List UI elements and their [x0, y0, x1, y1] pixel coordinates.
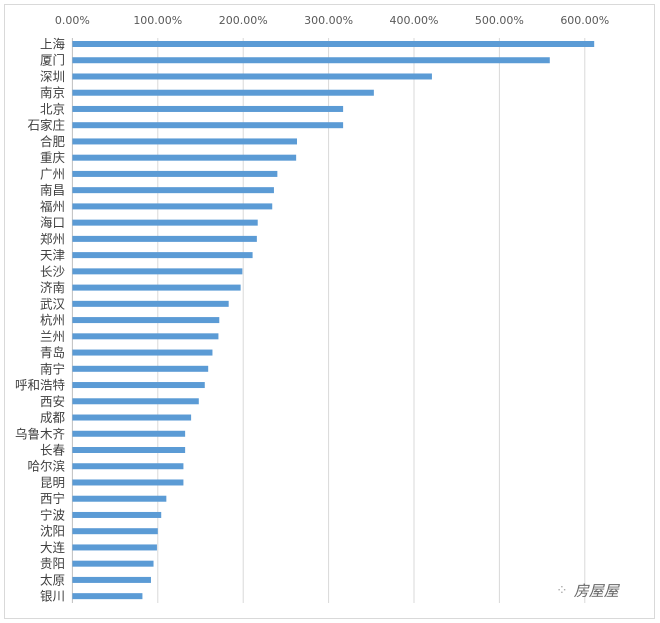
category-label: 宁波 — [40, 507, 66, 522]
category-label: 银川 — [40, 589, 65, 604]
bar-大连 — [72, 544, 157, 551]
bar-长春 — [72, 447, 186, 453]
bar-上海 — [72, 41, 595, 47]
x-tick-label: 200.00% — [219, 14, 268, 27]
bar-长沙 — [72, 268, 243, 275]
category-label: 昆明 — [40, 475, 65, 490]
category-label: 贵阳 — [40, 556, 65, 571]
category-label: 沈阳 — [40, 524, 65, 539]
category-label: 哈尔滨 — [27, 459, 65, 474]
category-label: 福州 — [40, 199, 65, 214]
category-label: 青岛 — [40, 345, 65, 360]
category-label: 广州 — [40, 166, 65, 181]
bar-太原 — [72, 576, 151, 583]
category-label: 南昌 — [40, 183, 65, 198]
category-label: 南京 — [40, 85, 65, 100]
bar-西宁 — [72, 495, 167, 502]
bar-广州 — [72, 170, 278, 177]
bar-兰州 — [72, 333, 219, 340]
category-label: 天津 — [40, 248, 65, 263]
category-label: 南宁 — [40, 361, 65, 376]
bar-昆明 — [72, 479, 184, 486]
category-label: 合肥 — [40, 134, 66, 149]
category-label: 乌鲁木齐 — [15, 426, 66, 441]
x-tick-label: 100.00% — [133, 14, 182, 27]
bar-南宁 — [72, 365, 209, 372]
category-label: 济南 — [40, 280, 65, 295]
category-label: 杭州 — [40, 313, 65, 328]
x-tick-label: 500.00% — [475, 14, 524, 27]
bar-北京 — [72, 105, 344, 112]
category-label: 大连 — [40, 540, 66, 555]
bar-宁波 — [72, 511, 162, 518]
category-label: 长沙 — [40, 264, 66, 279]
bar-杭州 — [72, 317, 220, 324]
x-tick-label: 400.00% — [390, 14, 439, 27]
bar-武汉 — [72, 300, 229, 307]
bar-沈阳 — [72, 528, 158, 535]
category-label: 上海 — [40, 37, 66, 52]
category-label: 郑州 — [40, 231, 65, 246]
category-label: 武汉 — [40, 296, 66, 311]
bar-石家庄 — [72, 122, 344, 129]
category-label: 深圳 — [40, 69, 65, 84]
category-label: 石家庄 — [27, 118, 65, 133]
category-label: 厦门 — [40, 53, 65, 68]
bar-乌鲁木齐 — [72, 430, 186, 437]
x-tick-label: 600.00% — [560, 14, 609, 27]
bar-西安 — [72, 398, 199, 405]
watermark: ⁘ 房屋屋 — [556, 580, 619, 601]
bar-合肥 — [72, 138, 298, 145]
bar-贵阳 — [72, 560, 154, 567]
watermark-text: 房屋屋 — [573, 582, 619, 600]
bar-厦门 — [72, 57, 550, 64]
chart-frame — [4, 4, 655, 619]
bar-哈尔滨 — [72, 463, 184, 470]
category-label: 西安 — [40, 394, 65, 409]
x-tick-label: 300.00% — [304, 14, 353, 27]
x-tick-label: 0.00% — [55, 14, 90, 27]
category-label: 呼和浩特 — [15, 378, 65, 393]
category-label: 西宁 — [40, 491, 65, 506]
bar-济南 — [72, 284, 241, 291]
category-label: 兰州 — [40, 329, 65, 344]
bar-南京 — [72, 89, 374, 96]
category-label: 北京 — [40, 101, 65, 116]
bar-青岛 — [72, 349, 213, 356]
category-label: 重庆 — [40, 150, 66, 165]
category-label: 太原 — [40, 572, 65, 587]
bar-银川 — [72, 593, 143, 600]
bar-天津 — [72, 252, 253, 259]
bar-成都 — [72, 414, 192, 421]
bar-海口 — [72, 219, 258, 226]
bar-呼和浩特 — [72, 382, 205, 389]
bar-深圳 — [72, 73, 432, 80]
bar-郑州 — [72, 235, 257, 242]
category-label: 海口 — [40, 215, 65, 230]
bar-重庆 — [72, 154, 297, 161]
bar-福州 — [72, 203, 273, 210]
category-label: 成都 — [40, 410, 66, 425]
bar-南昌 — [72, 187, 274, 194]
wechat-icon: ⁘ — [556, 582, 568, 599]
category-label: 长春 — [40, 443, 66, 458]
